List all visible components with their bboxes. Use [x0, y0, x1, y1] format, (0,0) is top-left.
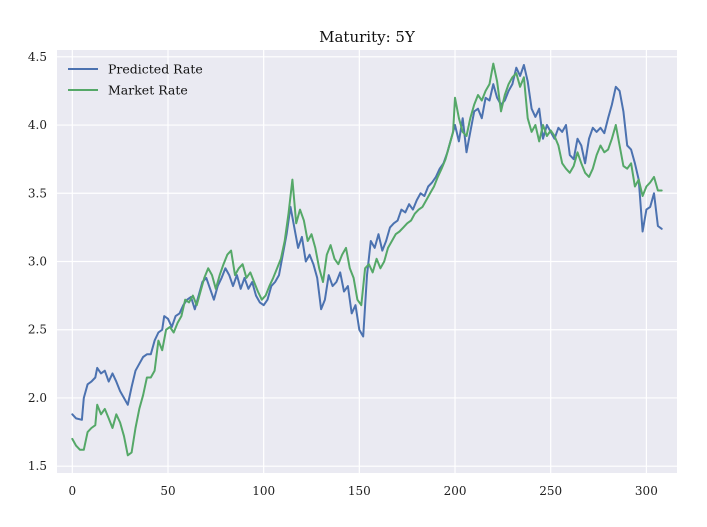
legend-label-market: Market Rate: [108, 83, 188, 98]
legend: Predicted Rate Market Rate: [68, 62, 203, 98]
y-tick-label: 3.5: [28, 186, 47, 200]
tick-labels: 0 50 100 150 200 250 300 1.5 2.0 2.5 3.0 3.5 4.0 4.5: [28, 50, 658, 498]
y-tick-label: 4.5: [28, 50, 47, 64]
y-tick-label: 2.0: [28, 391, 47, 405]
market-rate-line: [71, 62, 663, 457]
y-tick-label: 2.5: [28, 323, 47, 337]
x-tick-label: 0: [68, 484, 76, 498]
x-tick-label: 250: [539, 484, 562, 498]
y-tick-label: 3.0: [28, 255, 47, 269]
chart-title: Maturity: 5Y: [319, 28, 416, 46]
x-tick-label: 200: [444, 484, 467, 498]
y-tick-label: 4.0: [28, 118, 47, 132]
x-tick-label: 100: [252, 484, 275, 498]
x-tick-label: 50: [160, 484, 175, 498]
series-lines: [71, 62, 663, 457]
legend-label-predicted: Predicted Rate: [108, 62, 203, 77]
x-tick-label: 300: [635, 484, 658, 498]
y-tick-label: 1.5: [28, 459, 47, 473]
grid-lines: [57, 50, 677, 473]
predicted-rate-line: [71, 64, 663, 421]
x-tick-label: 150: [348, 484, 371, 498]
